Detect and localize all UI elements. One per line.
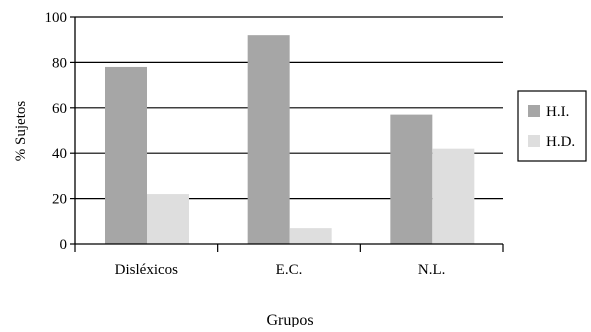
x-tick-label-0: Disléxicos	[115, 262, 178, 278]
x-tick-labels: Disléxicos E.C. N.L.	[115, 262, 446, 278]
bar-hd-1	[289, 228, 332, 244]
y-tick-labels: 0 20 40 60 80 100	[45, 10, 68, 253]
y-tick-label-100: 100	[45, 10, 68, 26]
x-tick-label-2: N.L.	[418, 262, 446, 278]
legend-label-1: H.D.	[546, 134, 575, 150]
legend-swatch-1	[528, 135, 540, 147]
bar-hi-0	[105, 66, 147, 244]
legend-box	[517, 90, 587, 162]
legend: H.I. H.D.	[517, 90, 587, 162]
y-tick-label-40: 40	[52, 146, 67, 162]
y-axis-label: % Sujetos	[13, 101, 29, 162]
y-tick-label-80: 80	[52, 55, 67, 71]
bar-hi-2	[390, 114, 433, 244]
y-tick-label-20: 20	[52, 192, 67, 208]
bar-hd-2	[432, 148, 475, 244]
bar-hd-0	[147, 194, 189, 244]
legend-label-0: H.I.	[546, 104, 569, 120]
y-tick-label-60: 60	[52, 101, 67, 117]
legend-swatch-0	[528, 105, 540, 117]
axes	[70, 16, 504, 252]
x-axis-label: Grupos	[266, 312, 313, 327]
bar-hi-1	[247, 35, 290, 244]
bars	[105, 35, 475, 244]
x-tick-label-1: E.C.	[276, 262, 303, 278]
y-tick-label-0: 0	[60, 237, 68, 253]
